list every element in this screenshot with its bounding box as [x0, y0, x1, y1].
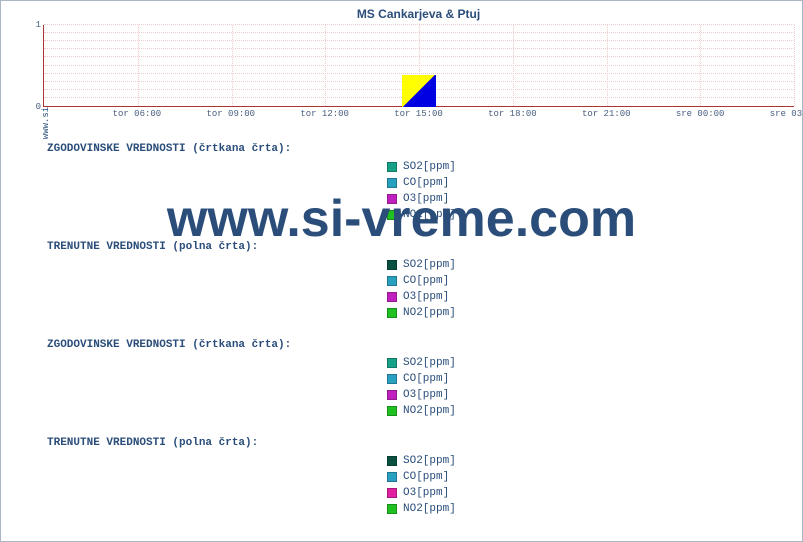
center-icon	[402, 75, 436, 107]
legend-items: SO2[ppm]CO[ppm]O3[ppm]NO2[ppm]	[387, 257, 790, 321]
grid-line-v	[794, 25, 795, 106]
legend-group-title: TRENUTNE VREDNOSTI (polna črta):	[47, 241, 790, 253]
legend-item: NO2[ppm]	[387, 501, 790, 517]
y-ticks: 1 0	[25, 25, 41, 107]
legend-label: SO2[ppm]	[403, 257, 456, 273]
legend-item: NO2[ppm]	[387, 207, 790, 223]
legend-label: O3[ppm]	[403, 289, 449, 305]
legend-group: ZGODOVINSKE VREDNOSTI (črtkana črta): SO2…	[47, 143, 790, 223]
legend-item: SO2[ppm]	[387, 355, 790, 371]
legend-swatch	[387, 406, 397, 416]
legend-item: CO[ppm]	[387, 175, 790, 191]
legend-swatch	[387, 390, 397, 400]
chart-area: 1 0 tor 06:00tor 09:00tor 12:00tor 15:00…	[43, 25, 794, 121]
legend-group: ZGODOVINSKE VREDNOSTI (črtkana črta): SO2…	[47, 339, 790, 419]
x-tick-label: tor 18:00	[488, 109, 537, 119]
chart-title: MS Cankarjeva & Ptuj	[43, 1, 794, 25]
x-tick-label: sre 00:00	[676, 109, 725, 119]
legend-swatch	[387, 162, 397, 172]
legend-label: NO2[ppm]	[403, 501, 456, 517]
legend-item: SO2[ppm]	[387, 453, 790, 469]
grid-line-v	[607, 25, 608, 106]
legend-item: SO2[ppm]	[387, 257, 790, 273]
legend-item: NO2[ppm]	[387, 403, 790, 419]
grid-line-v	[700, 25, 701, 106]
legend-label: NO2[ppm]	[403, 305, 456, 321]
legend-swatch	[387, 472, 397, 482]
legend-swatch	[387, 456, 397, 466]
legend-label: NO2[ppm]	[403, 403, 456, 419]
legend-item: O3[ppm]	[387, 387, 790, 403]
y-tick-label: 0	[36, 102, 41, 112]
legend-swatch	[387, 308, 397, 318]
legend-group: TRENUTNE VREDNOSTI (polna črta): SO2[ppm]…	[47, 241, 790, 321]
grid-line-v	[138, 25, 139, 106]
legend-group-title: TRENUTNE VREDNOSTI (polna črta):	[47, 437, 790, 449]
legend-item: CO[ppm]	[387, 371, 790, 387]
chart-container: www.si-vreme.com MS Cankarjeva & Ptuj 1 …	[0, 0, 803, 542]
legend-item: O3[ppm]	[387, 289, 790, 305]
legend-area: ZGODOVINSKE VREDNOSTI (črtkana črta): SO2…	[43, 125, 794, 541]
legend-items: SO2[ppm]CO[ppm]O3[ppm]NO2[ppm]	[387, 355, 790, 419]
legend-label: SO2[ppm]	[403, 355, 456, 371]
legend-swatch	[387, 358, 397, 368]
legend-group-title: ZGODOVINSKE VREDNOSTI (črtkana črta):	[47, 143, 790, 155]
legend-item: CO[ppm]	[387, 273, 790, 289]
legend-item: O3[ppm]	[387, 191, 790, 207]
legend-swatch	[387, 178, 397, 188]
legend-label: CO[ppm]	[403, 175, 449, 191]
legend-item: NO2[ppm]	[387, 305, 790, 321]
x-tick-label: tor 15:00	[394, 109, 443, 119]
grid-line-v	[325, 25, 326, 106]
legend-swatch	[387, 374, 397, 384]
legend-items: SO2[ppm]CO[ppm]O3[ppm]NO2[ppm]	[387, 159, 790, 223]
legend-label: CO[ppm]	[403, 273, 449, 289]
legend-item: SO2[ppm]	[387, 159, 790, 175]
legend-swatch	[387, 260, 397, 270]
grid-line-v	[232, 25, 233, 106]
legend-items: SO2[ppm]CO[ppm]O3[ppm]NO2[ppm]	[387, 453, 790, 517]
legend-swatch	[387, 504, 397, 514]
legend-swatch	[387, 276, 397, 286]
x-tick-label: tor 21:00	[582, 109, 631, 119]
legend-swatch	[387, 210, 397, 220]
x-tick-label: tor 06:00	[113, 109, 162, 119]
legend-swatch	[387, 488, 397, 498]
legend-label: O3[ppm]	[403, 485, 449, 501]
legend-label: SO2[ppm]	[403, 453, 456, 469]
legend-label: CO[ppm]	[403, 371, 449, 387]
x-tick-label: tor 12:00	[300, 109, 349, 119]
legend-swatch	[387, 194, 397, 204]
legend-label: O3[ppm]	[403, 191, 449, 207]
legend-label: CO[ppm]	[403, 469, 449, 485]
legend-label: O3[ppm]	[403, 387, 449, 403]
x-tick-label: sre 03:00	[770, 109, 803, 119]
y-tick-label: 1	[36, 20, 41, 30]
legend-label: SO2[ppm]	[403, 159, 456, 175]
legend-swatch	[387, 292, 397, 302]
legend-item: CO[ppm]	[387, 469, 790, 485]
legend-group: TRENUTNE VREDNOSTI (polna črta): SO2[ppm]…	[47, 437, 790, 517]
grid-line-v	[513, 25, 514, 106]
x-tick-label: tor 09:00	[206, 109, 255, 119]
legend-label: NO2[ppm]	[403, 207, 456, 223]
main-column: MS Cankarjeva & Ptuj 1 0 tor 06:00tor 09…	[43, 1, 802, 541]
x-labels: tor 06:00 tor 09:00 tor 12:00 tor 15:00 tor …	[43, 109, 794, 121]
legend-group-title: ZGODOVINSKE VREDNOSTI (črtkana črta):	[47, 339, 790, 351]
legend-item: O3[ppm]	[387, 485, 790, 501]
